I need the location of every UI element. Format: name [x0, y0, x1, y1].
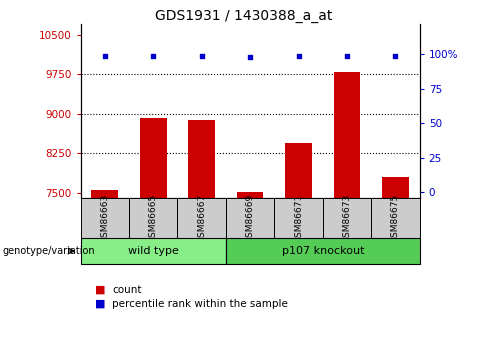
Text: genotype/variation: genotype/variation [2, 246, 95, 256]
Bar [371, 198, 420, 238]
Bar [129, 198, 178, 238]
Bar [382, 177, 409, 345]
Text: GSM86663: GSM86663 [100, 194, 109, 243]
Bar [178, 198, 226, 238]
Text: GSM86669: GSM86669 [245, 194, 255, 243]
Point [149, 53, 157, 59]
Bar [140, 118, 166, 345]
Bar [81, 198, 129, 238]
Text: p107 knockout: p107 knockout [282, 246, 364, 256]
Text: count: count [112, 285, 142, 295]
Bar [226, 198, 274, 238]
Text: percentile rank within the sample: percentile rank within the sample [112, 299, 288, 308]
Point [391, 53, 399, 59]
Text: GDS1931 / 1430388_a_at: GDS1931 / 1430388_a_at [155, 9, 333, 23]
Text: ■: ■ [95, 285, 106, 295]
Bar [226, 238, 420, 264]
Bar [285, 144, 312, 345]
Point [101, 53, 109, 59]
Point [295, 53, 303, 59]
Point [246, 55, 254, 60]
Text: wild type: wild type [128, 246, 179, 256]
Text: GSM86673: GSM86673 [343, 194, 351, 243]
Point [198, 53, 205, 59]
Bar [188, 120, 215, 345]
Point [343, 53, 351, 59]
Bar [237, 191, 264, 345]
Text: ■: ■ [95, 299, 106, 308]
Text: GSM86675: GSM86675 [391, 194, 400, 243]
Text: GSM86667: GSM86667 [197, 194, 206, 243]
Bar [274, 198, 323, 238]
Bar [334, 72, 360, 345]
Text: GSM86671: GSM86671 [294, 194, 303, 243]
Bar [323, 198, 371, 238]
Bar [91, 190, 118, 345]
Text: GSM86665: GSM86665 [149, 194, 158, 243]
Bar [81, 238, 226, 264]
